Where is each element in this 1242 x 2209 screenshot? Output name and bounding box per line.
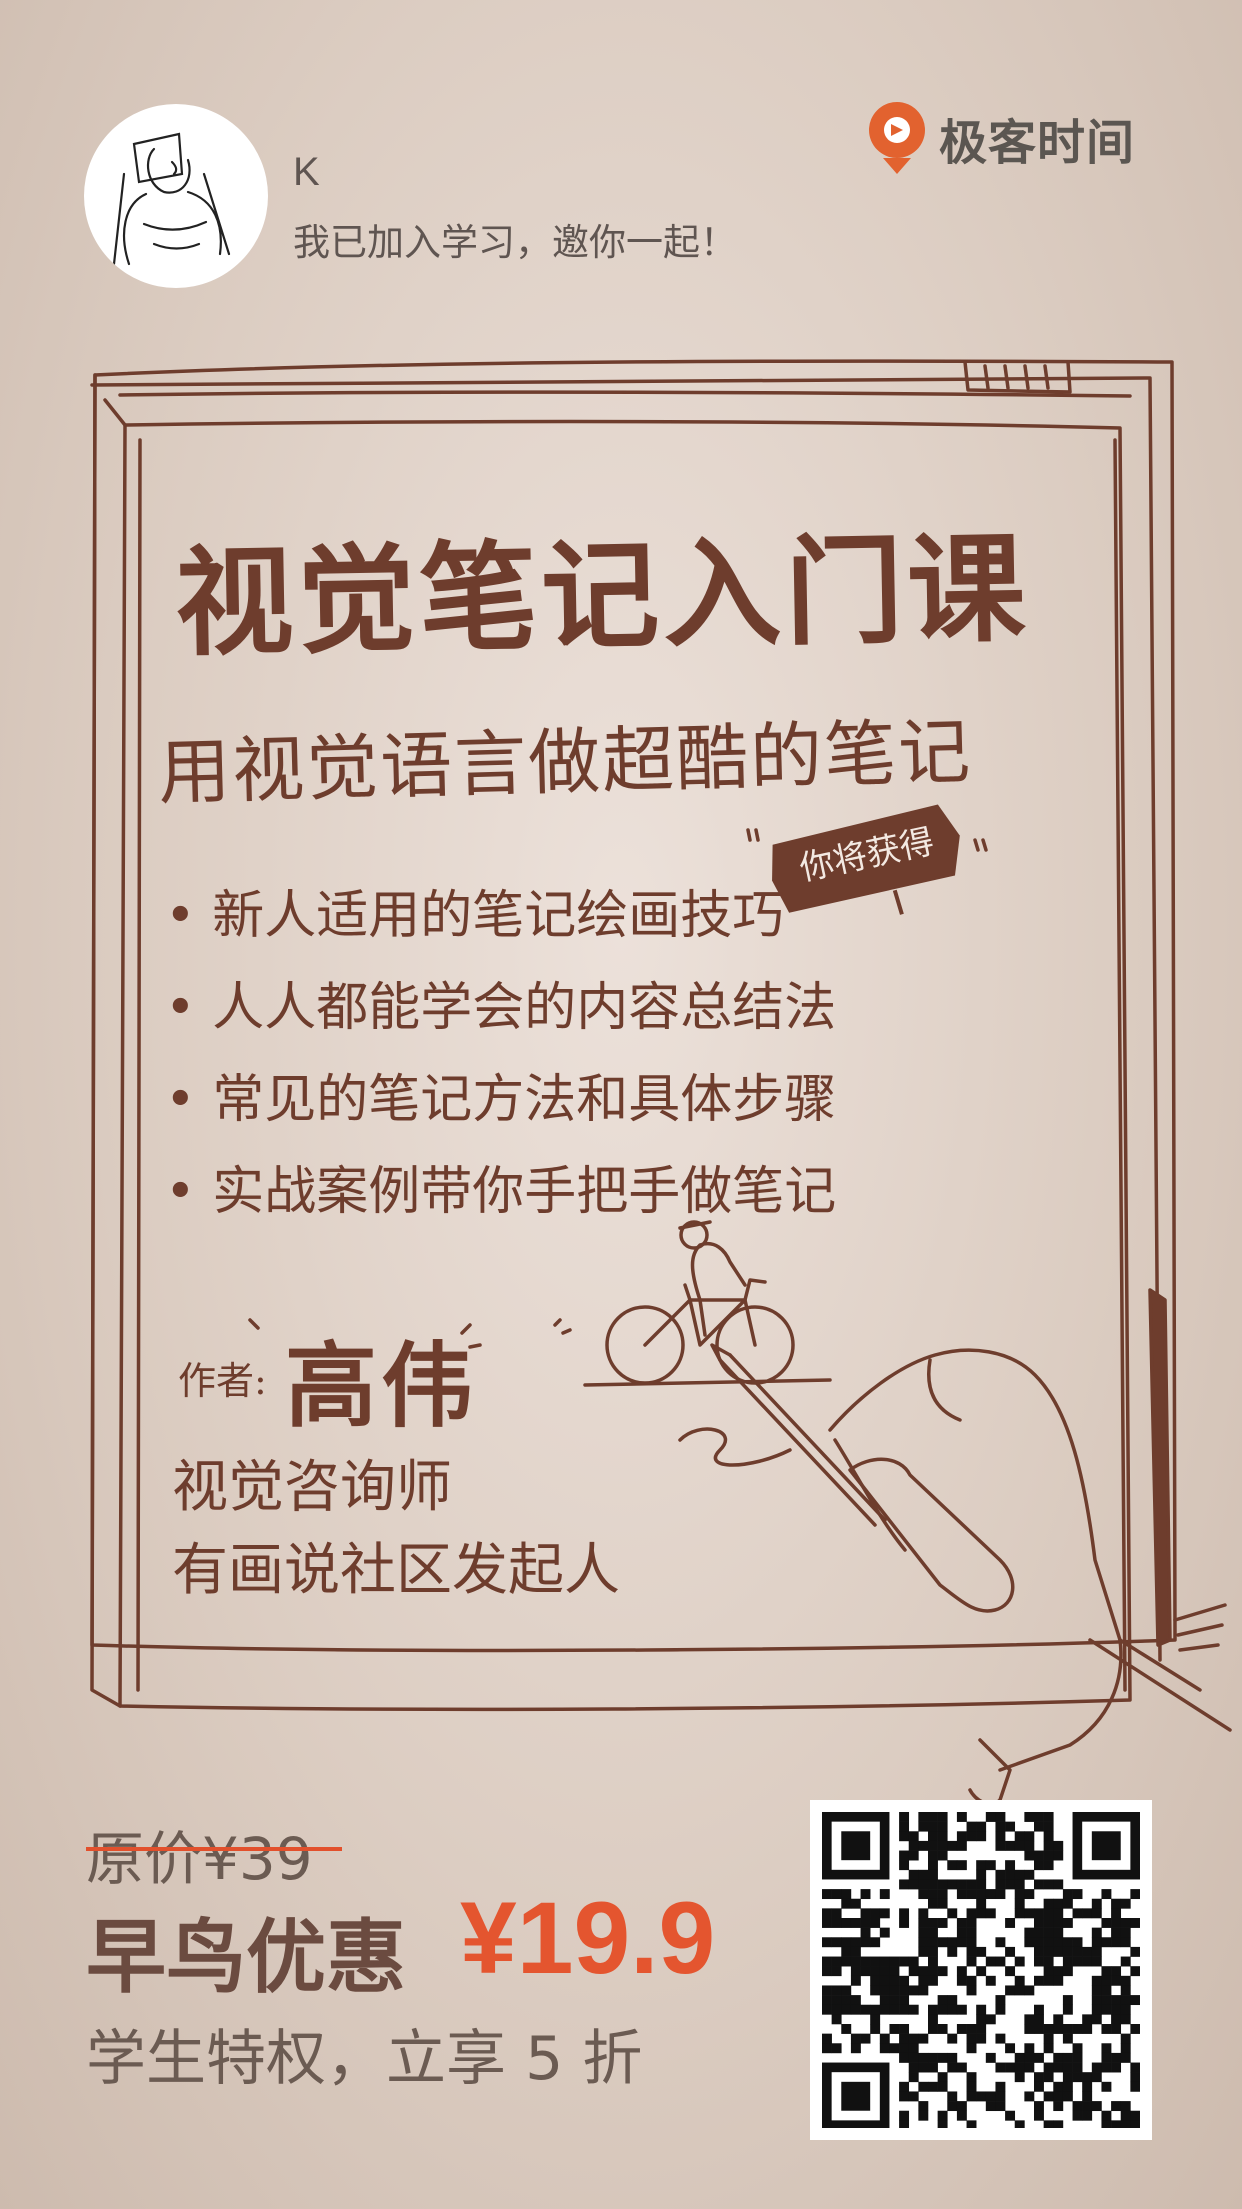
qr-code[interactable] [810, 1800, 1152, 2140]
user-name: K [293, 150, 320, 194]
author-name: 高伟 [285, 1332, 478, 1440]
invite-text: 我已加入学习，邀你一起！ [293, 221, 737, 264]
original-price: 原价¥39 [86, 1825, 313, 1893]
avatar [84, 104, 268, 288]
brand-name: 极客时间 [939, 115, 1136, 171]
user-sketch-icon [112, 132, 231, 266]
benefit-item: 人人都能学会的内容总结法 [165, 962, 836, 1054]
course-subtitle: 用视觉语言做超酷的笔记 [157, 709, 974, 815]
price-strikethrough [86, 1847, 342, 1851]
benefit-item: 常见的笔记方法和具体步骤 [165, 1054, 836, 1146]
author-org: 有画说社区发起人 [172, 1538, 620, 1603]
benefit-item: 新人适用的笔记绘画技巧 [165, 870, 836, 962]
early-bird-label: 早鸟优惠 [86, 1911, 406, 2004]
geek-time-logo-icon [869, 102, 925, 174]
student-discount-note: 学生特权，立享 5 折 [86, 2024, 643, 2094]
benefits-list: 新人适用的笔记绘画技巧 人人都能学会的内容总结法 常见的笔记方法和具体步骤 实战… [165, 870, 836, 1238]
benefit-item: 实战案例带你手把手做笔记 [165, 1146, 836, 1238]
author-label: 作者: [178, 1359, 267, 1403]
author-role: 视觉咨询师 [172, 1455, 452, 1520]
qr-code-icon [822, 1812, 1140, 2128]
course-title: 视觉笔记入门课 [174, 518, 1031, 673]
brand-logo: 极客时间 [865, 100, 1135, 176]
early-bird-price: ¥19.9 [460, 1881, 716, 1995]
